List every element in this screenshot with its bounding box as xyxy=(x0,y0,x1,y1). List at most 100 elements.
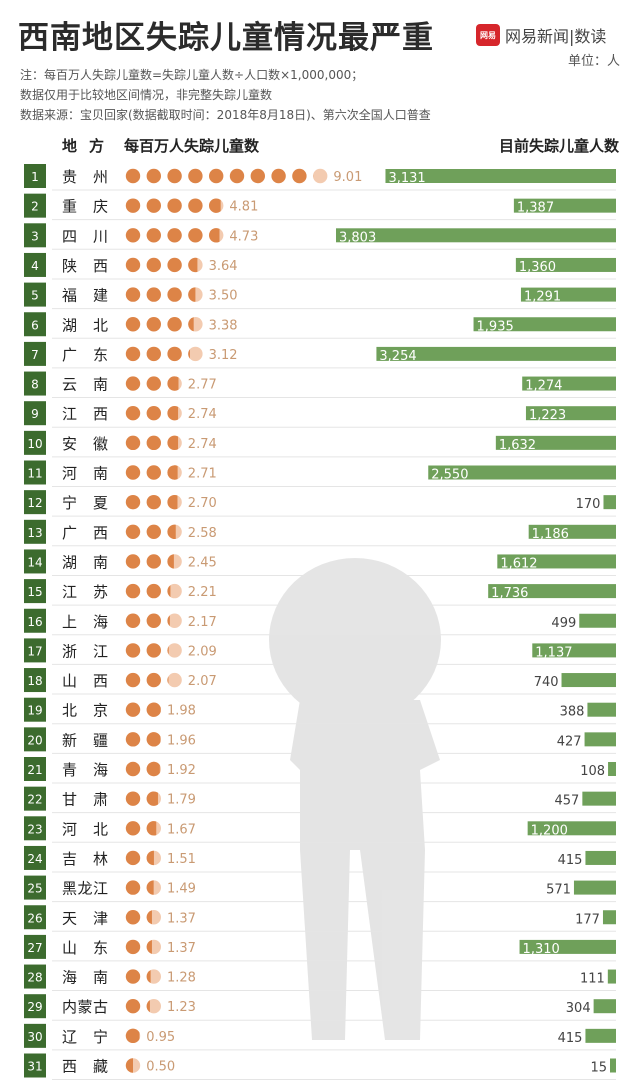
rate-dot-partial xyxy=(167,646,169,655)
region-name: 陕西 xyxy=(62,257,108,275)
rank-box xyxy=(24,401,46,426)
count-value: 2,550 xyxy=(431,468,468,483)
rank-number: 24 xyxy=(27,852,42,866)
rank-box xyxy=(24,786,46,811)
rate-dot-partial xyxy=(146,880,154,895)
rate-value: 3.38 xyxy=(209,318,238,333)
region-name: 云南 xyxy=(62,376,108,394)
region-name: 湖北 xyxy=(62,316,108,334)
rank-box xyxy=(24,193,46,218)
count-bar xyxy=(585,850,616,865)
rate-value: 2.58 xyxy=(188,526,217,541)
rank-number: 16 xyxy=(27,615,42,629)
rate-dot-partial xyxy=(167,615,170,627)
count-value: 1,200 xyxy=(531,823,568,838)
table-row: 8 云南 2.77 1,274 xyxy=(24,371,616,399)
rate-dot xyxy=(125,821,141,836)
count-value: 740 xyxy=(534,675,559,690)
table-row: 24 吉林 1.51 415 xyxy=(24,845,616,873)
count-bar xyxy=(428,465,616,480)
count-value: 1,632 xyxy=(499,438,536,453)
count-value: 1,387 xyxy=(517,201,554,216)
rank-number: 1 xyxy=(31,170,39,184)
rank-number: 27 xyxy=(27,941,42,955)
count-bar xyxy=(607,969,616,984)
rank-box xyxy=(24,430,46,455)
count-value: 1,186 xyxy=(532,527,569,542)
rank-number: 19 xyxy=(27,704,42,718)
table-row: 23 河北 1.67 1,200 xyxy=(24,816,616,843)
source-note: 数据来源：宝贝回家(数据截取时间：2018年8月18日)、第六次全国人口普查 xyxy=(20,108,431,122)
table-row: 29 内蒙古 1.23 304 xyxy=(24,994,616,1021)
rate-dot-partial xyxy=(146,821,157,836)
rate-dot xyxy=(125,465,141,480)
rate-dot xyxy=(146,406,161,421)
rate-dot xyxy=(250,168,265,184)
rate-value: 2.70 xyxy=(188,496,217,511)
table-row: 14 湖南 2.45 1,612 xyxy=(24,549,616,576)
rate-dot-partial xyxy=(167,524,176,539)
rate-dot-partial xyxy=(146,970,151,984)
region-name: 河北 xyxy=(62,820,108,838)
count-value: 1,612 xyxy=(500,556,537,571)
rate-value: 1.79 xyxy=(167,793,196,808)
rank-box xyxy=(24,579,46,604)
netease-logo-icon: 网易 xyxy=(476,24,500,46)
rank-number: 7 xyxy=(31,348,39,362)
rate-dot-partial-bg xyxy=(313,168,328,184)
rate-dot xyxy=(167,317,182,332)
region-name: 安徽 xyxy=(62,435,108,453)
count-bar xyxy=(522,376,616,391)
rate-value: 2.17 xyxy=(188,615,217,630)
rate-dot xyxy=(146,672,161,688)
count-bar xyxy=(519,939,616,954)
rate-dot xyxy=(229,168,245,184)
rank-box xyxy=(24,341,46,366)
count-bar xyxy=(587,702,616,717)
rate-dot-partial xyxy=(188,287,196,302)
count-value: 457 xyxy=(555,794,580,809)
rate-value: 1.49 xyxy=(167,882,196,897)
rate-value: 1.98 xyxy=(167,704,196,719)
rank-number: 17 xyxy=(27,644,42,658)
count-bar xyxy=(495,435,616,450)
disclaimer-note: 数据仅用于比较地区间情况，非完整失踪儿童数 xyxy=(20,88,273,102)
rank-box xyxy=(24,816,46,841)
count-bar xyxy=(582,791,616,806)
count-bar xyxy=(385,169,616,183)
rank-box xyxy=(24,845,46,870)
count-bar xyxy=(515,257,616,272)
region-name: 山东 xyxy=(62,939,108,957)
rate-dot-partial xyxy=(167,406,179,421)
rate-dot xyxy=(188,168,203,184)
rank-number: 25 xyxy=(27,882,42,896)
table-row: 2 重庆 4.81 1,387 xyxy=(24,193,616,221)
table-row: 10 安徽 2.74 1,632 xyxy=(24,430,616,458)
rank-box xyxy=(24,638,46,663)
rate-dot xyxy=(125,969,141,984)
rate-value: 1.23 xyxy=(167,1000,196,1015)
rate-value: 1.37 xyxy=(167,911,196,926)
region-name: 江西 xyxy=(62,405,108,423)
rate-dot xyxy=(146,643,161,658)
count-value: 108 xyxy=(580,764,605,779)
count-bar xyxy=(585,1028,616,1043)
rate-value: 3.64 xyxy=(209,259,238,274)
rate-value: 1.96 xyxy=(167,733,196,748)
rank-number: 4 xyxy=(31,259,39,273)
count-value: 415 xyxy=(558,1031,583,1046)
region-name: 新疆 xyxy=(62,731,108,749)
rank-box xyxy=(24,460,46,485)
region-name: 天津 xyxy=(62,909,108,927)
rank-number: 21 xyxy=(27,763,42,777)
rate-dot xyxy=(146,435,161,451)
rate-dot xyxy=(125,880,141,895)
rate-dot xyxy=(167,198,182,213)
region-column-header: 地方 xyxy=(62,137,117,155)
rate-dot xyxy=(146,317,161,332)
region-name: 青海 xyxy=(62,761,108,779)
rate-dot-partial xyxy=(167,585,171,597)
rank-box xyxy=(24,875,46,900)
rate-dot xyxy=(146,257,161,273)
